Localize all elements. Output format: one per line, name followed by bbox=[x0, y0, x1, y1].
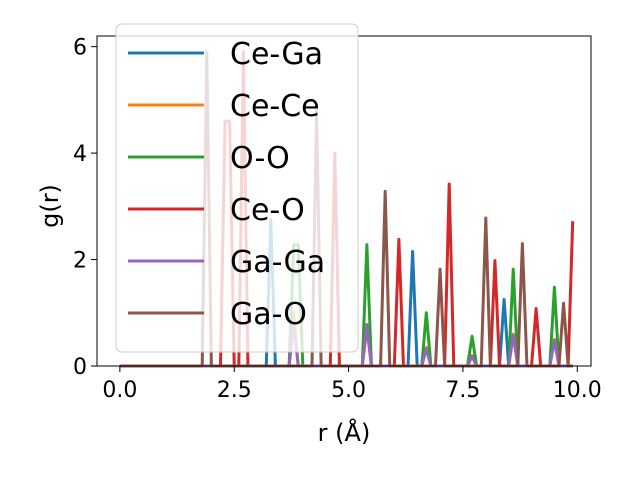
axes: 0.0 2.5 5.0 7.5 10.0 0 2 4 6 bbox=[73, 35, 602, 403]
y-tick-label: 4 bbox=[73, 142, 87, 167]
y-tick-label: 2 bbox=[73, 249, 87, 274]
x-tick-label: 10.0 bbox=[553, 378, 602, 403]
legend-label-ce-ce: Ce-Ce bbox=[230, 89, 320, 124]
x-tick-label: 5.0 bbox=[331, 378, 366, 403]
legend: Ce-Ga Ce-Ce O-O Ce-O Ga-Ga Ga-O bbox=[115, 23, 359, 353]
y-axis-title: g(r) bbox=[36, 184, 64, 228]
x-axis-title: r (Å) bbox=[318, 418, 371, 447]
legend-label-o-o: O-O bbox=[230, 141, 290, 176]
legend-label-ce-o: Ce-O bbox=[230, 193, 305, 228]
legend-label-ga-ga: Ga-Ga bbox=[230, 245, 325, 280]
legend-label-ga-o: Ga-O bbox=[230, 297, 307, 332]
y-tick-label: 0 bbox=[73, 355, 87, 380]
legend-label-ce-ga: Ce-Ga bbox=[230, 37, 323, 72]
y-tick-label: 6 bbox=[73, 36, 87, 61]
x-tick-label: 7.5 bbox=[445, 378, 480, 403]
x-tick-label: 2.5 bbox=[217, 378, 252, 403]
x-tick-label: 0.0 bbox=[102, 378, 137, 403]
